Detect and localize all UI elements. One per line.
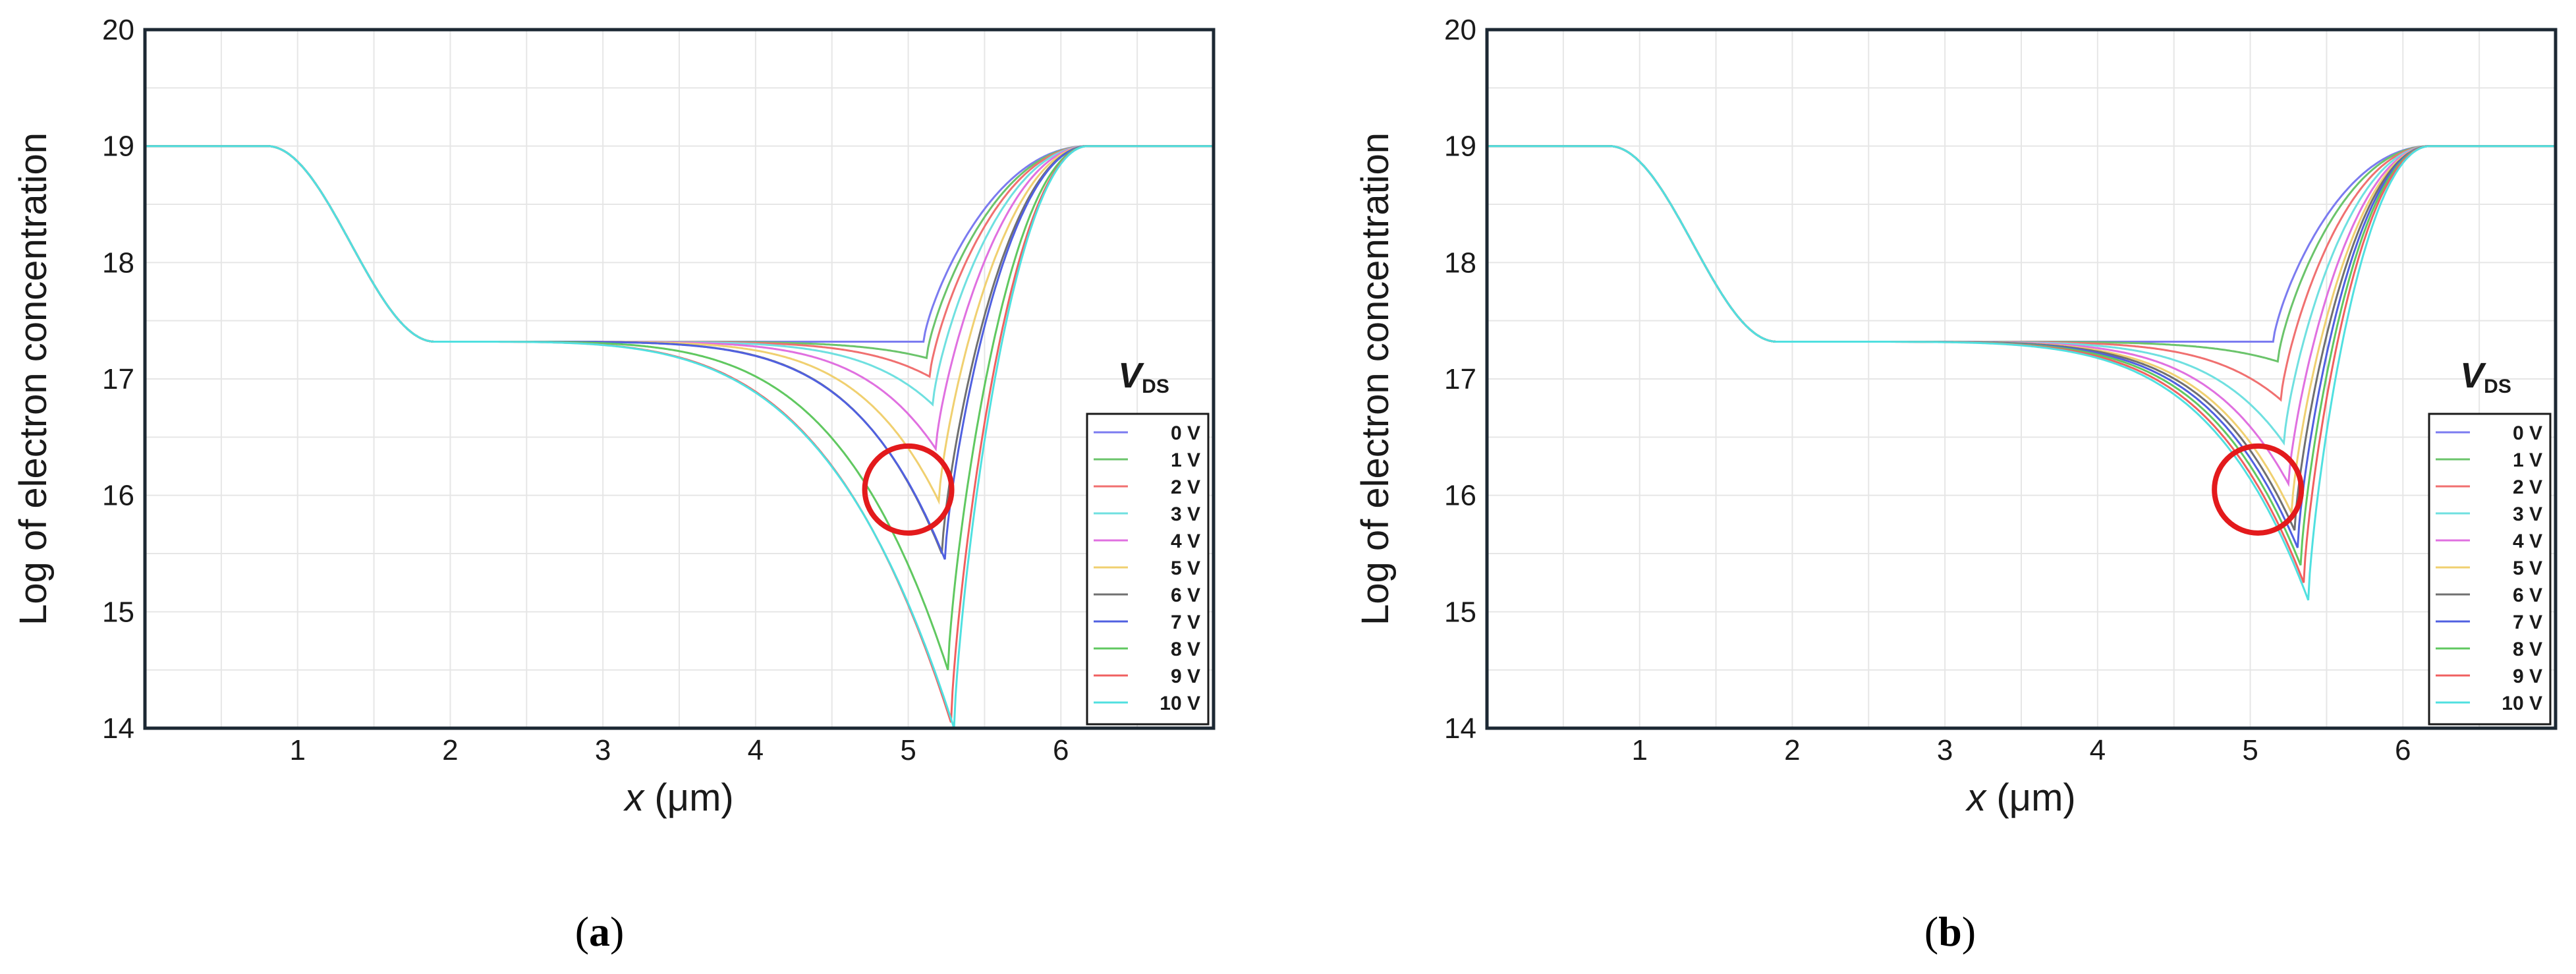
legend-entry-label: 6 V [1171,585,1200,606]
legend-title: VDS [1118,356,1169,397]
grid [145,30,1214,728]
y-tick-label: 17 [1444,363,1476,395]
legend: VDS 0 V 1 V 2 V 3 V 4 V 5 V 6 V 7 V 8 V 9 V 10 V [1086,356,1210,726]
y-tick-label: 14 [102,712,134,745]
legend-entry-label: 10 V [1160,693,1200,714]
legend-box [2428,413,2552,726]
y-tick-label: 16 [102,480,134,512]
legend-entry-label: 0 V [2513,422,2542,444]
legend-entry-label: 3 V [1171,503,1200,525]
x-tick-label: 2 [442,734,458,766]
x-tick-label: 5 [900,734,916,766]
y-axis-label: Log of electron concentration [12,132,55,625]
legend-entry-label: 8 V [2513,639,2542,660]
legend-entry-label: 4 V [1171,530,1200,552]
legend-entry-label: 4 V [2513,530,2542,552]
legend-entry-label: 2 V [1171,476,1200,498]
x-axis-label: x (μm) [1965,776,2075,819]
x-tick-label: 1 [289,734,305,766]
legend-entry-label: 10 V [2502,693,2542,714]
x-tick-label: 2 [1784,734,1800,766]
legend-entry-label: 0 V [1171,422,1200,444]
panel-b: 1 2 3 4 5 6 14 15 16 17 18 19 20 x (μm) Log of electro… [1354,14,2558,955]
legend-entry-label: 7 V [1171,612,1200,633]
legend-entry-label: 5 V [2513,558,2542,579]
legend-entry-label: 7 V [2513,612,2542,633]
legend-entry-label: 3 V [2513,503,2542,525]
y-tick-label: 17 [102,363,134,395]
y-tick-label: 15 [1444,596,1476,628]
y-tick-label: 14 [1444,712,1476,745]
legend-entry-label: 9 V [2513,666,2542,687]
series-line-10v [145,145,1214,728]
grid [1487,30,2556,728]
legend-title: VDS [2460,356,2511,397]
legend-entry-label: 1 V [1171,449,1200,471]
x-tick-label: 4 [2090,734,2106,766]
legend-entry-label: 6 V [2513,585,2542,606]
curves [145,145,1214,728]
x-tick-label: 1 [1631,734,1647,766]
y-tick-label: 16 [1444,480,1476,512]
highlight-circle [862,443,955,536]
legend: VDS 0 V 1 V 2 V 3 V 4 V 5 V 6 V 7 V 8 V 9 V 10 V [2428,356,2552,726]
highlight-circle [2212,443,2305,536]
x-tick-label: 3 [1937,734,1953,766]
x-tick-label: 6 [1053,734,1069,766]
y-tick-label: 15 [102,596,134,628]
legend-box [1086,413,1210,726]
legend-entry-label: 5 V [1171,558,1200,579]
panel-a: 1 2 3 4 5 6 14 15 16 17 18 19 20 x (μm) Log of electro… [12,14,1216,955]
plot-frame [1485,28,2558,730]
y-tick-label: 19 [1444,130,1476,163]
x-tick-label: 4 [748,734,764,766]
legend-entry-label: 8 V [1171,639,1200,660]
panel-label: (b) [1924,908,1976,955]
legend-entry-label: 9 V [1171,666,1200,687]
x-tick-label: 5 [2242,734,2258,766]
y-tick-label: 20 [102,14,134,46]
panel-label: (a) [575,908,625,955]
y-tick-label: 19 [102,130,134,163]
legend-entry-label: 1 V [2513,449,2542,471]
x-axis-label: x (μm) [623,776,733,819]
y-tick-label: 20 [1444,14,1476,46]
legend-entry-label: 2 V [2513,476,2542,498]
x-tick-label: 6 [2395,734,2411,766]
x-tick-label: 3 [595,734,611,766]
y-tick-label: 18 [102,246,134,279]
y-tick-label: 18 [1444,246,1476,279]
plot-frame [143,28,1216,730]
curves [1487,145,2556,601]
y-axis-label: Log of electron concentration [1354,132,1397,625]
series-line-10v [1487,145,2556,601]
